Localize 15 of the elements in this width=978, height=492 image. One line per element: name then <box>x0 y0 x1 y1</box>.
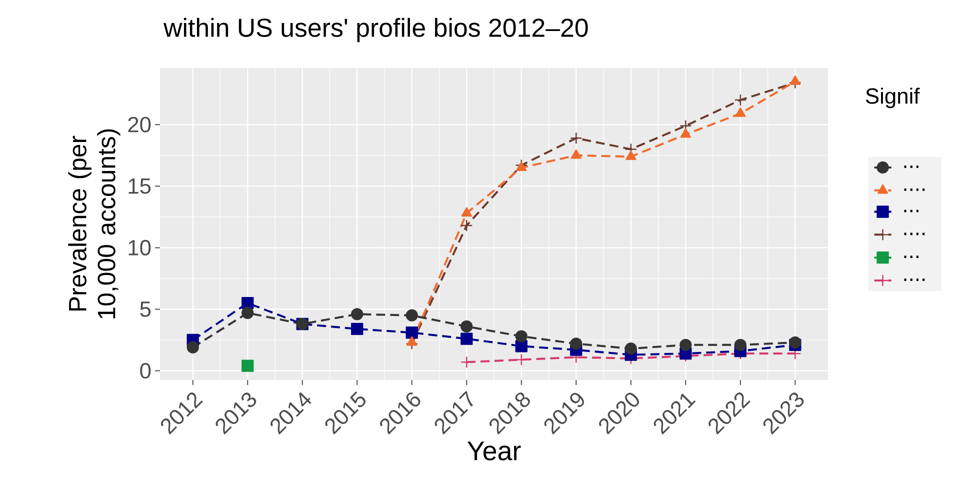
legend-label: .... <box>904 232 925 236</box>
chart-title: within US users' profile bios 2012–20 <box>163 18 588 42</box>
legend-label: ... <box>904 166 919 168</box>
x-axis-title: Year <box>467 442 521 460</box>
y-tick-label: 10 <box>128 240 151 256</box>
legend-title: Signif <box>866 88 920 108</box>
legend-label: .... <box>904 278 925 281</box>
y-tick-label: 5 <box>140 302 151 317</box>
legend-label: .... <box>904 188 925 191</box>
y-axis-title: Prevalence (per 10,000 accounts) <box>68 129 120 318</box>
legend-label: ... <box>904 210 919 212</box>
y-tick-label: 20 <box>128 116 151 132</box>
y-tick-label: 0 <box>140 363 151 379</box>
y-tick-label: 15 <box>128 178 151 194</box>
legend-label: ... <box>904 256 919 258</box>
